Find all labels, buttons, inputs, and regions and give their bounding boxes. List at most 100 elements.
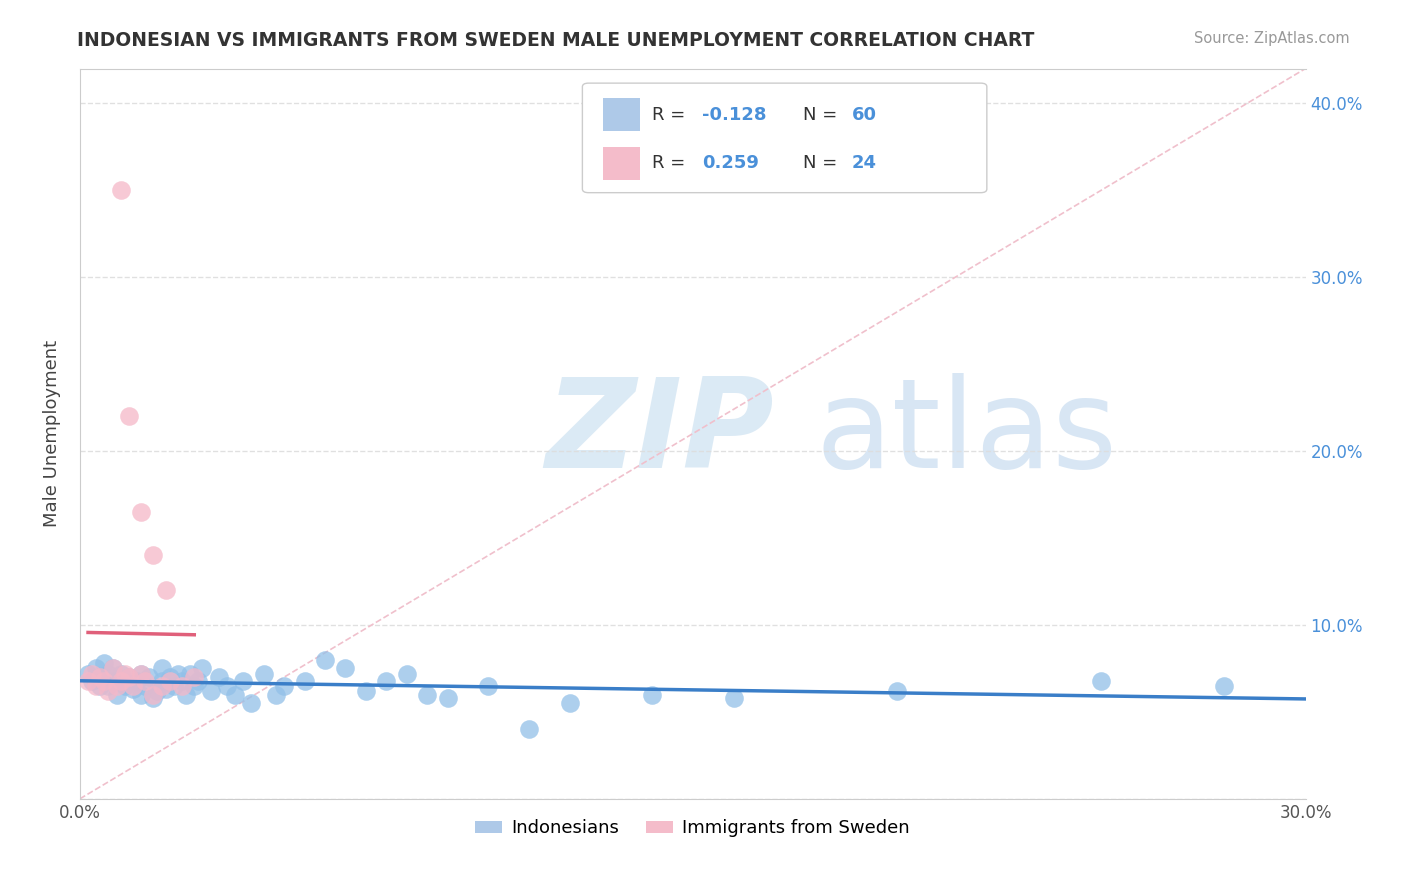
- Point: [110, 666, 132, 681]
- Point: [122, 682, 145, 697]
- Text: R =: R =: [652, 154, 692, 172]
- Point: [224, 688, 246, 702]
- Point: [294, 673, 316, 688]
- Point: [150, 679, 173, 693]
- Point: [77, 666, 100, 681]
- Point: [150, 673, 173, 688]
- Point: [335, 661, 357, 675]
- Text: 60: 60: [852, 105, 877, 123]
- Point: [77, 673, 100, 688]
- Point: [118, 670, 141, 684]
- Point: [436, 690, 458, 705]
- Point: [129, 688, 152, 702]
- Point: [97, 679, 120, 693]
- Point: [886, 684, 908, 698]
- Point: [215, 679, 238, 693]
- Point: [82, 673, 104, 688]
- Point: [93, 673, 115, 688]
- Point: [118, 409, 141, 424]
- Point: [314, 653, 336, 667]
- Point: [183, 679, 205, 693]
- Text: R =: R =: [652, 105, 692, 123]
- Point: [155, 583, 177, 598]
- Point: [517, 723, 540, 737]
- Point: [240, 696, 263, 710]
- Point: [146, 684, 169, 698]
- Point: [163, 679, 186, 693]
- Point: [110, 673, 132, 688]
- FancyBboxPatch shape: [582, 83, 987, 193]
- Point: [375, 673, 398, 688]
- Text: 0.259: 0.259: [703, 154, 759, 172]
- Point: [264, 688, 287, 702]
- Point: [122, 679, 145, 693]
- Point: [125, 673, 148, 688]
- Point: [105, 688, 128, 702]
- Text: INDONESIAN VS IMMIGRANTS FROM SWEDEN MALE UNEMPLOYMENT CORRELATION CHART: INDONESIAN VS IMMIGRANTS FROM SWEDEN MAL…: [77, 31, 1035, 50]
- Point: [142, 688, 165, 702]
- Point: [89, 670, 111, 684]
- Point: [142, 690, 165, 705]
- Point: [101, 673, 124, 688]
- Point: [134, 673, 156, 688]
- Point: [114, 666, 136, 681]
- Point: [232, 673, 254, 688]
- Point: [110, 183, 132, 197]
- Point: [477, 679, 499, 693]
- Point: [84, 679, 107, 693]
- Point: [89, 670, 111, 684]
- FancyBboxPatch shape: [603, 147, 640, 180]
- Point: [150, 661, 173, 675]
- Point: [129, 666, 152, 681]
- Point: [159, 670, 181, 684]
- Point: [89, 679, 111, 693]
- Point: [167, 666, 190, 681]
- Point: [82, 666, 104, 681]
- Point: [129, 666, 152, 681]
- Point: [354, 684, 377, 698]
- Text: ZIP: ZIP: [546, 373, 775, 494]
- Point: [183, 670, 205, 684]
- Point: [134, 679, 156, 693]
- Point: [101, 661, 124, 675]
- Point: [174, 688, 197, 702]
- Point: [105, 679, 128, 693]
- Point: [1212, 679, 1234, 693]
- Point: [395, 666, 418, 681]
- Point: [138, 670, 160, 684]
- Point: [641, 688, 664, 702]
- Text: -0.128: -0.128: [703, 105, 768, 123]
- Point: [723, 690, 745, 705]
- Text: 24: 24: [852, 154, 877, 172]
- Text: N =: N =: [803, 154, 844, 172]
- Point: [208, 670, 231, 684]
- Point: [1090, 673, 1112, 688]
- Point: [187, 673, 209, 688]
- Point: [200, 684, 222, 698]
- Text: N =: N =: [803, 105, 844, 123]
- Point: [179, 666, 201, 681]
- Point: [170, 673, 193, 688]
- Point: [93, 657, 115, 671]
- Point: [101, 661, 124, 675]
- Point: [558, 696, 581, 710]
- Point: [129, 505, 152, 519]
- Point: [97, 684, 120, 698]
- Point: [191, 661, 214, 675]
- FancyBboxPatch shape: [603, 98, 640, 131]
- Point: [142, 549, 165, 563]
- Point: [170, 679, 193, 693]
- Point: [118, 670, 141, 684]
- Point: [159, 673, 181, 688]
- Point: [155, 682, 177, 697]
- Point: [84, 661, 107, 675]
- Legend: Indonesians, Immigrants from Sweden: Indonesians, Immigrants from Sweden: [468, 812, 917, 845]
- Point: [253, 666, 276, 681]
- Point: [114, 679, 136, 693]
- Point: [416, 688, 439, 702]
- Text: Source: ZipAtlas.com: Source: ZipAtlas.com: [1194, 31, 1350, 46]
- Y-axis label: Male Unemployment: Male Unemployment: [44, 340, 60, 527]
- Point: [97, 666, 120, 681]
- Point: [110, 673, 132, 688]
- Point: [273, 679, 295, 693]
